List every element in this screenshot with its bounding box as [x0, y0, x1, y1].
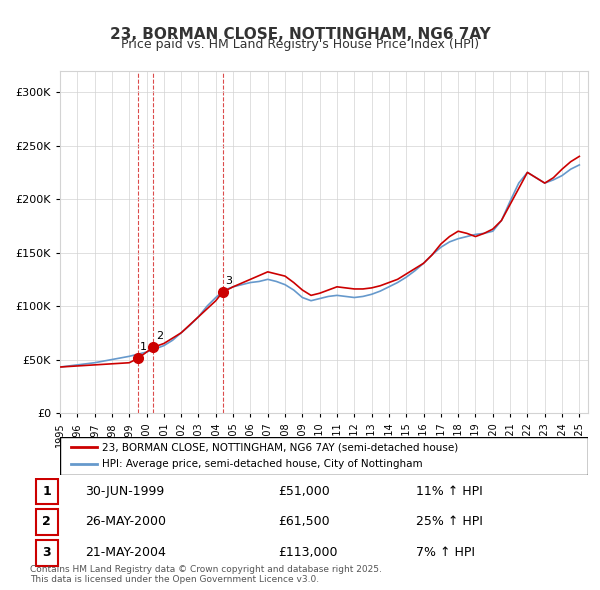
Text: Contains HM Land Registry data © Crown copyright and database right 2025.
This d: Contains HM Land Registry data © Crown c…	[30, 565, 382, 584]
Text: Price paid vs. HM Land Registry's House Price Index (HPI): Price paid vs. HM Land Registry's House …	[121, 38, 479, 51]
Text: 3: 3	[225, 276, 232, 286]
Text: 3: 3	[42, 546, 51, 559]
Text: £113,000: £113,000	[278, 546, 338, 559]
FancyBboxPatch shape	[35, 479, 58, 504]
Text: 25% ↑ HPI: 25% ↑ HPI	[416, 515, 483, 528]
Text: 7% ↑ HPI: 7% ↑ HPI	[416, 546, 475, 559]
FancyBboxPatch shape	[35, 509, 58, 535]
Text: £61,500: £61,500	[278, 515, 330, 528]
Text: 23, BORMAN CLOSE, NOTTINGHAM, NG6 7AY: 23, BORMAN CLOSE, NOTTINGHAM, NG6 7AY	[110, 27, 490, 41]
Text: 1: 1	[140, 342, 148, 352]
FancyBboxPatch shape	[35, 540, 58, 566]
Text: HPI: Average price, semi-detached house, City of Nottingham: HPI: Average price, semi-detached house,…	[102, 459, 423, 469]
Text: 21-MAY-2004: 21-MAY-2004	[85, 546, 166, 559]
FancyBboxPatch shape	[60, 437, 588, 475]
Text: 11% ↑ HPI: 11% ↑ HPI	[416, 485, 483, 498]
Text: 2: 2	[156, 330, 163, 340]
Text: 1: 1	[42, 485, 51, 498]
Text: 23, BORMAN CLOSE, NOTTINGHAM, NG6 7AY (semi-detached house): 23, BORMAN CLOSE, NOTTINGHAM, NG6 7AY (s…	[102, 442, 458, 453]
Text: 26-MAY-2000: 26-MAY-2000	[85, 515, 166, 528]
Text: 30-JUN-1999: 30-JUN-1999	[85, 485, 164, 498]
Text: £51,000: £51,000	[278, 485, 330, 498]
Text: 2: 2	[42, 515, 51, 528]
